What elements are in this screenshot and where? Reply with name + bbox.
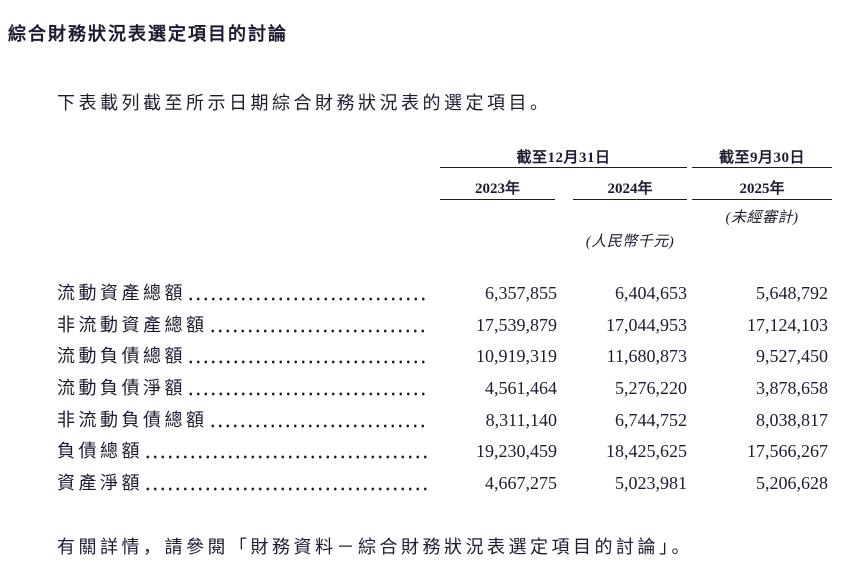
section-title: 綜合財務狀況表選定項目的討論 xyxy=(8,24,288,44)
value-2025: 3,878,658 xyxy=(756,378,828,399)
table-row: 流動資產總額 6,357,855 6,404,653 5,648,792 xyxy=(57,278,828,310)
intro-text: 下表載列截至所示日期綜合財務狀況表的選定項目。 xyxy=(57,93,552,113)
value-2023: 10,919,319 xyxy=(476,346,557,367)
dot-leader xyxy=(187,278,427,310)
dot-leader xyxy=(208,404,427,437)
row-label: 非流動資產總額 xyxy=(57,314,208,335)
col-header-2024: 2024年 xyxy=(607,181,653,197)
row-label: 負債總額 xyxy=(57,441,143,462)
table-body: 流動資產總額 6,357,855 6,404,653 5,648,792 非流動… xyxy=(57,278,828,500)
table-row: 非流動資產總額 17,539,879 17,044,953 17,124,103 xyxy=(57,309,828,342)
value-2023: 6,357,855 xyxy=(485,283,557,303)
col-header-2025: 2025年 xyxy=(739,181,785,197)
value-2023: 4,561,464 xyxy=(485,378,557,399)
value-2023: 19,230,459 xyxy=(476,441,557,462)
dot-leader xyxy=(144,468,427,500)
row-label: 非流動負債總額 xyxy=(57,409,208,430)
col-rule-2024 xyxy=(573,199,687,200)
value-2024: 6,744,752 xyxy=(615,409,687,430)
row-label: 流動資產總額 xyxy=(57,283,186,303)
value-2024: 11,680,873 xyxy=(606,346,687,367)
header-rule-dec31 xyxy=(440,167,687,168)
value-2025: 5,648,792 xyxy=(756,283,828,303)
value-2023: 8,311,140 xyxy=(485,409,557,430)
value-2023: 4,667,275 xyxy=(485,473,557,494)
value-2023: 17,539,879 xyxy=(476,314,557,335)
value-2024: 18,425,625 xyxy=(606,441,687,462)
value-2024: 6,404,653 xyxy=(615,283,687,303)
currency-unit-note: (人民幣千元) xyxy=(585,234,675,250)
col-rule-2023 xyxy=(440,199,555,200)
row-label: 流動負債淨額 xyxy=(57,378,186,399)
value-2025: 8,038,817 xyxy=(756,409,828,430)
row-label: 資產淨額 xyxy=(57,473,143,494)
table-row: 資產淨額 4,667,275 5,023,981 5,206,628 xyxy=(57,468,828,500)
dot-leader xyxy=(208,309,427,342)
dot-leader xyxy=(144,436,427,469)
table-row: 流動負債總額 10,919,319 11,680,873 9,527,450 xyxy=(57,341,828,374)
value-2025: 17,124,103 xyxy=(747,314,828,335)
table-row: 流動負債淨額 4,561,464 5,276,220 3,878,658 xyxy=(57,373,828,405)
footer-note: 有關詳情，請參閱「財務資料－綜合財務狀況表選定項目的討論」。 xyxy=(57,537,693,557)
table-row: 非流動負債總額 8,311,140 6,744,752 8,038,817 xyxy=(57,404,828,437)
unaudited-note: (未經審計) xyxy=(725,210,799,226)
value-2025: 9,527,450 xyxy=(756,346,828,367)
col-group-header-dec31: 截至12月31日 xyxy=(516,150,611,166)
value-2024: 5,276,220 xyxy=(615,378,687,399)
dot-leader xyxy=(187,341,427,374)
row-label: 流動負債總額 xyxy=(57,346,186,367)
table-row: 負債總額 19,230,459 18,425,625 17,566,267 xyxy=(57,436,828,469)
dot-leader xyxy=(187,373,427,405)
col-rule-2025 xyxy=(692,199,832,200)
header-rule-sep30 xyxy=(692,167,832,168)
value-2024: 17,044,953 xyxy=(606,314,687,335)
col-header-2023: 2023年 xyxy=(474,181,520,197)
value-2025: 5,206,628 xyxy=(756,473,828,494)
col-group-header-sep30: 截至9月30日 xyxy=(718,150,805,166)
value-2024: 5,023,981 xyxy=(615,473,687,494)
value-2025: 17,566,267 xyxy=(747,441,828,462)
